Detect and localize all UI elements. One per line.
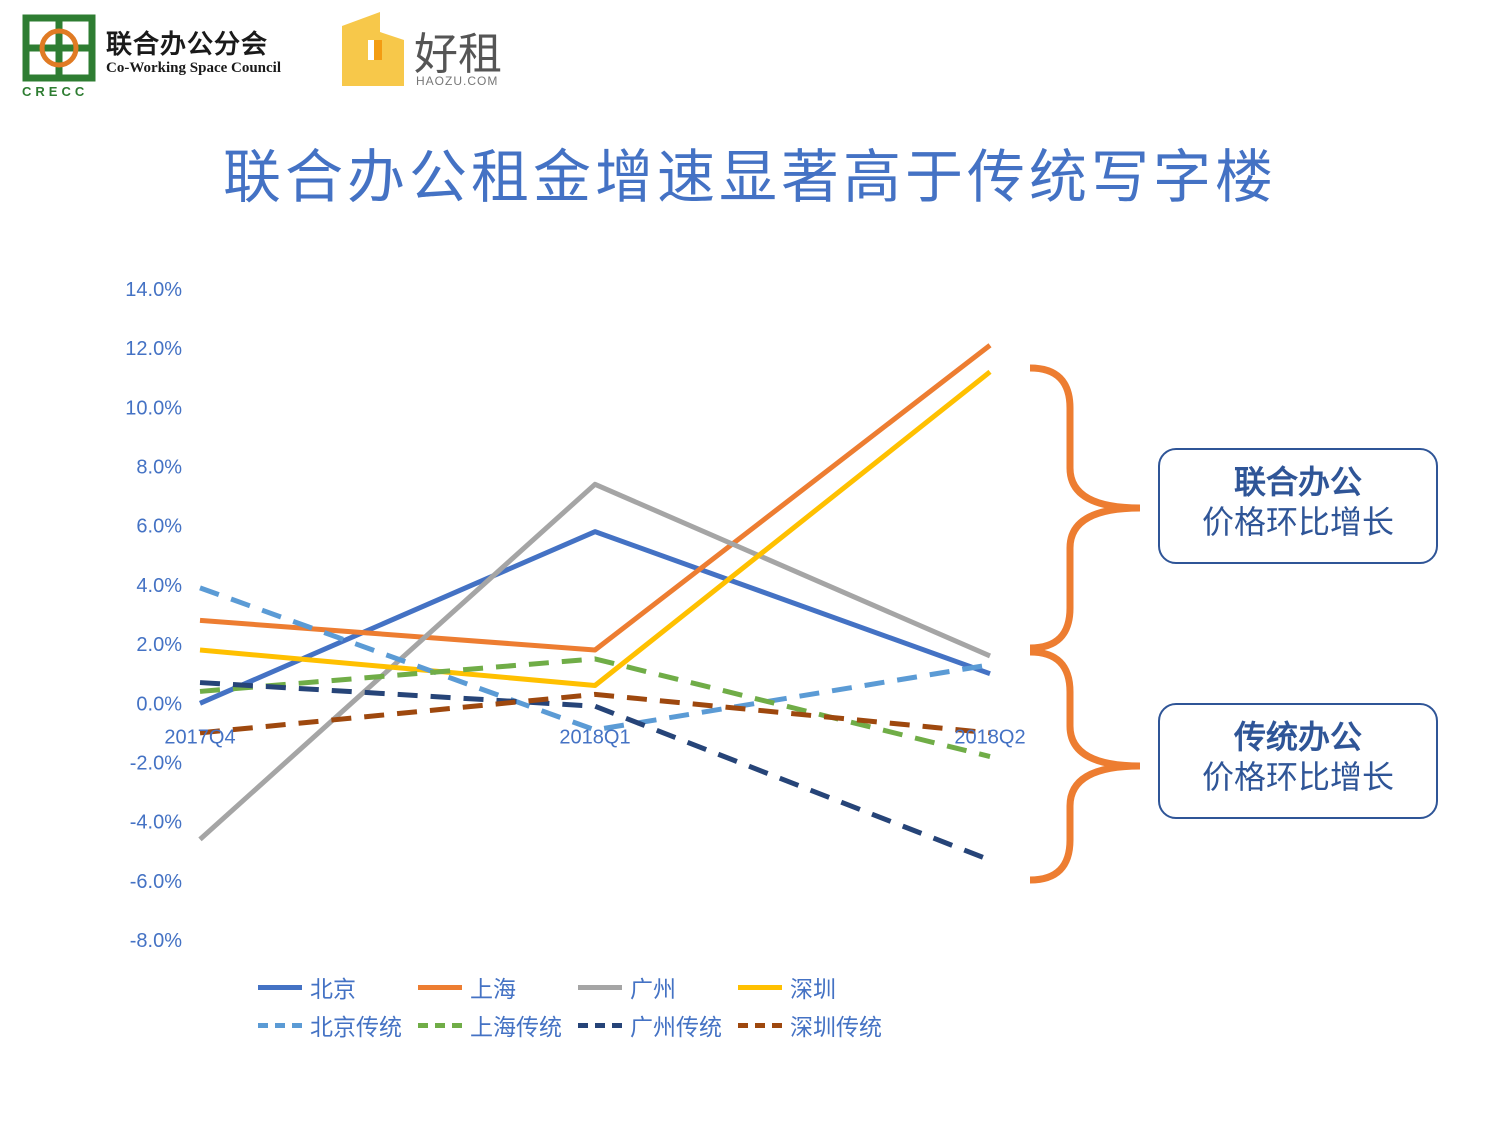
x-tick-label: 2017Q4: [164, 726, 235, 748]
legend-label: 北京: [310, 977, 356, 1003]
legend-item: 广州传统: [578, 1008, 722, 1042]
series-line-7: [199, 691, 991, 736]
council-abbr: CRECC: [22, 84, 89, 99]
page-title: 联合办公租金增速显著高于传统写字楼: [222, 143, 1277, 211]
y-tick-label: 4.0%: [136, 575, 182, 597]
y-tick-label: 14.0%: [125, 279, 182, 301]
y-tick-label: 10.0%: [125, 397, 182, 419]
annotation-box-traditional: 传统办公 价格环比增长: [1158, 703, 1438, 819]
legend-swatch: [738, 1022, 782, 1028]
annotation-title: 联合办公: [1233, 463, 1362, 501]
x-tick-label: 2018Q2: [954, 726, 1025, 748]
y-tick-label: -2.0%: [130, 752, 182, 774]
legend-item: 上海传统: [418, 1008, 562, 1042]
series-line-3: [199, 369, 992, 689]
legend-swatch: [738, 984, 782, 990]
legend-swatch: [258, 984, 302, 990]
series-line-5: [199, 656, 991, 759]
series-line-6: [199, 680, 991, 863]
legend-swatch: [578, 984, 622, 990]
legend-label: 深圳传统: [790, 1015, 882, 1041]
council-logo: 联合办公分会 Co-Working Space Council CRECC: [22, 14, 312, 102]
council-english-name: Co-Working Space Council: [106, 60, 282, 76]
annotation-title: 传统办公: [1233, 718, 1362, 756]
y-tick-label: 6.0%: [136, 516, 182, 538]
council-name: 联合办公分会: [106, 30, 269, 60]
legend-item: 北京: [258, 970, 356, 1004]
y-tick-label: -6.0%: [130, 871, 182, 893]
legend-label: 广州: [630, 977, 676, 1003]
haozu-logo: 好租 HAOZU.COM: [340, 10, 520, 90]
series-line-4: [199, 585, 991, 733]
haozu-building-icon: [342, 12, 404, 86]
legend-swatch: [258, 1022, 302, 1028]
y-tick-label: 8.0%: [136, 457, 182, 479]
y-tick-label: -8.0%: [130, 930, 182, 952]
legend-item: 北京传统: [258, 1008, 402, 1042]
legend-label: 广州传统: [630, 1015, 722, 1041]
legend-item: 深圳传统: [738, 1008, 882, 1042]
brace-traditional: [1029, 648, 1141, 884]
brace-coworking: [1029, 364, 1141, 652]
y-tick-label: 0.0%: [136, 693, 182, 715]
legend-item: 深圳: [738, 970, 836, 1004]
legend-swatch: [578, 1022, 622, 1028]
legend-item: 上海: [418, 970, 516, 1004]
y-tick-label: 2.0%: [136, 634, 182, 656]
council-emblem-icon: [22, 14, 96, 82]
annotation-subtitle: 价格环比增长: [1201, 758, 1394, 796]
y-tick-label: -4.0%: [130, 812, 182, 834]
legend-swatch: [418, 984, 462, 990]
legend-label: 上海: [470, 977, 516, 1003]
legend-swatch: [418, 1022, 462, 1028]
y-tick-label: 12.0%: [125, 338, 182, 360]
x-tick-label: 2018Q1: [559, 726, 630, 748]
haozu-domain: HAOZU.COM: [416, 74, 499, 88]
haozu-name: 好租: [414, 29, 502, 80]
annotation-box-coworking: 联合办公 价格环比增长: [1158, 448, 1438, 564]
legend-label: 深圳: [790, 977, 836, 1003]
annotation-subtitle: 价格环比增长: [1201, 503, 1394, 541]
legend-label: 北京传统: [310, 1015, 402, 1041]
legend-label: 上海传统: [470, 1015, 562, 1041]
legend-item: 广州: [578, 970, 676, 1004]
series-line-1: [199, 343, 992, 653]
series-line-0: [199, 529, 991, 706]
